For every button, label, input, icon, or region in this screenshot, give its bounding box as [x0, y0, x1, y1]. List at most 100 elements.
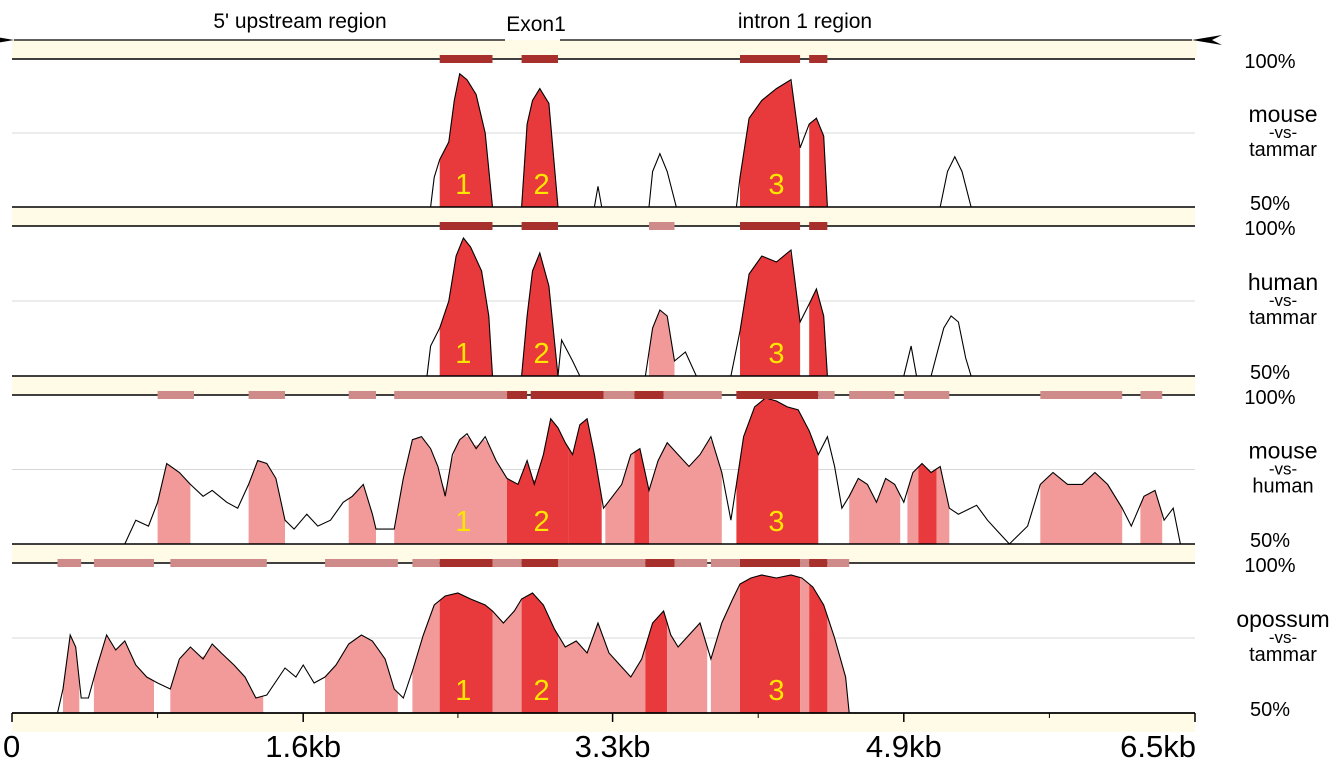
conserved-segment — [663, 391, 722, 399]
upstream-region-label: 5' upstream region — [213, 10, 386, 33]
conserved-segment — [521, 222, 558, 230]
panel-band — [12, 544, 1195, 563]
conserved-segment — [521, 559, 558, 567]
conservation-curve — [426, 236, 972, 377]
conservation-curve — [56, 574, 850, 714]
intron-region-label: intron 1 region — [738, 10, 872, 33]
panel-0: 1 2 3 100% 50% mouse-vs-tammar — [12, 51, 1318, 226]
conserved-segment — [530, 391, 604, 399]
species-name-vs: -vs- — [1269, 460, 1297, 479]
conservation-curve — [124, 397, 1181, 545]
region-number: 3 — [768, 338, 784, 370]
conserved-region — [809, 289, 828, 376]
conserved-segment — [809, 559, 828, 567]
conserved-region — [645, 611, 668, 713]
conserved-region — [827, 616, 850, 713]
conserved-segment — [740, 55, 801, 63]
conserved-segment — [492, 559, 522, 567]
gene-structure-header: 5' upstream region Exon1 intron 1 region — [0, 10, 1222, 59]
conserved-segment — [809, 222, 828, 230]
y-bottom-label: 50% — [1250, 699, 1290, 721]
region-number: 1 — [455, 675, 471, 707]
conserved-segment — [521, 55, 558, 63]
conserved-region — [558, 623, 646, 713]
species-name-vs: -vs- — [1269, 123, 1297, 142]
species-name-vs: -vs- — [1269, 291, 1297, 310]
species-name-1: mouse — [1248, 438, 1317, 464]
conserved-segment — [634, 391, 664, 399]
conserved-segment — [558, 559, 646, 567]
conserved-region — [736, 398, 819, 544]
region-number: 1 — [455, 338, 471, 370]
conserved-region — [348, 485, 376, 544]
conserved-segment — [412, 559, 440, 567]
conserved-region — [605, 452, 635, 544]
conserved-region — [649, 438, 722, 544]
x-tick-label: 3.3kb — [575, 729, 651, 763]
panel-band — [12, 713, 1195, 732]
conserved-segment — [439, 559, 493, 567]
y-top-label: 100% — [1244, 218, 1295, 240]
conserved-region — [394, 435, 507, 544]
conserved-segment — [1140, 391, 1163, 399]
conserved-region — [521, 88, 558, 207]
x-axis: 0 1.6kb 3.3kb 4.9kb 6.5kb — [3, 712, 1196, 763]
y-top-label: 100% — [1244, 555, 1295, 577]
conserved-region — [521, 253, 558, 376]
conserved-region — [936, 466, 950, 544]
conserved-region — [918, 463, 937, 544]
conserved-region — [170, 644, 264, 713]
conserved-region — [907, 467, 919, 544]
panel-1: 1 2 3 100% 50% human-vs-tammar — [12, 218, 1318, 395]
conserved-region — [809, 118, 828, 207]
conserved-region — [63, 635, 80, 713]
panel-band — [12, 376, 1195, 395]
conserved-segment — [57, 559, 82, 567]
region-number: 1 — [455, 169, 471, 201]
conserved-region — [248, 460, 285, 544]
y-bottom-label: 50% — [1250, 530, 1290, 552]
panel-3: 1 2 3 100% 50% opossum-vs-tammar — [12, 555, 1330, 732]
conserved-segment — [740, 559, 801, 567]
species-name-1: mouse — [1248, 101, 1317, 127]
region-number: 2 — [534, 338, 550, 370]
panel-band — [12, 207, 1195, 226]
conserved-region — [634, 448, 649, 544]
conserved-segment — [818, 391, 835, 399]
panel-2: 1 2 3 100% 50% mouse-vs-human — [12, 387, 1318, 563]
species-name-2: human — [1252, 476, 1313, 498]
x-tick-label: 4.9kb — [866, 729, 942, 763]
region-number: 3 — [768, 169, 784, 201]
species-name-vs: -vs- — [1269, 628, 1297, 647]
conserved-segment — [439, 222, 493, 230]
conserved-region — [1040, 472, 1123, 544]
conserved-region — [849, 479, 901, 544]
conserved-segment — [827, 559, 850, 567]
exon1-label: Exon1 — [506, 13, 566, 36]
conserved-segment — [394, 391, 508, 399]
conserved-region — [507, 419, 569, 544]
species-name-2: tammar — [1249, 644, 1317, 666]
conserved-segment — [325, 559, 398, 567]
conserved-segment — [674, 559, 708, 567]
x-tick-label: 0 — [3, 729, 20, 763]
region-number: 2 — [534, 675, 550, 707]
x-ticks: 0 1.6kb 3.3kb 4.9kb 6.5kb — [3, 713, 1196, 763]
conserved-region — [740, 575, 801, 713]
conserved-segment — [1040, 391, 1123, 399]
conserved-segment — [903, 391, 950, 399]
conserved-segment — [507, 391, 528, 399]
conserved-region — [157, 463, 191, 544]
y-bottom-label: 50% — [1250, 193, 1290, 215]
conserved-region — [439, 593, 493, 713]
conserved-segment — [248, 391, 285, 399]
conserved-region — [439, 74, 493, 208]
conserved-region — [649, 310, 675, 376]
region-number: 2 — [534, 169, 550, 201]
conserved-region — [740, 250, 801, 376]
region-number: 1 — [455, 506, 471, 538]
conserved-region — [710, 584, 740, 713]
conserved-region — [492, 599, 522, 713]
conserved-segment — [170, 559, 267, 567]
